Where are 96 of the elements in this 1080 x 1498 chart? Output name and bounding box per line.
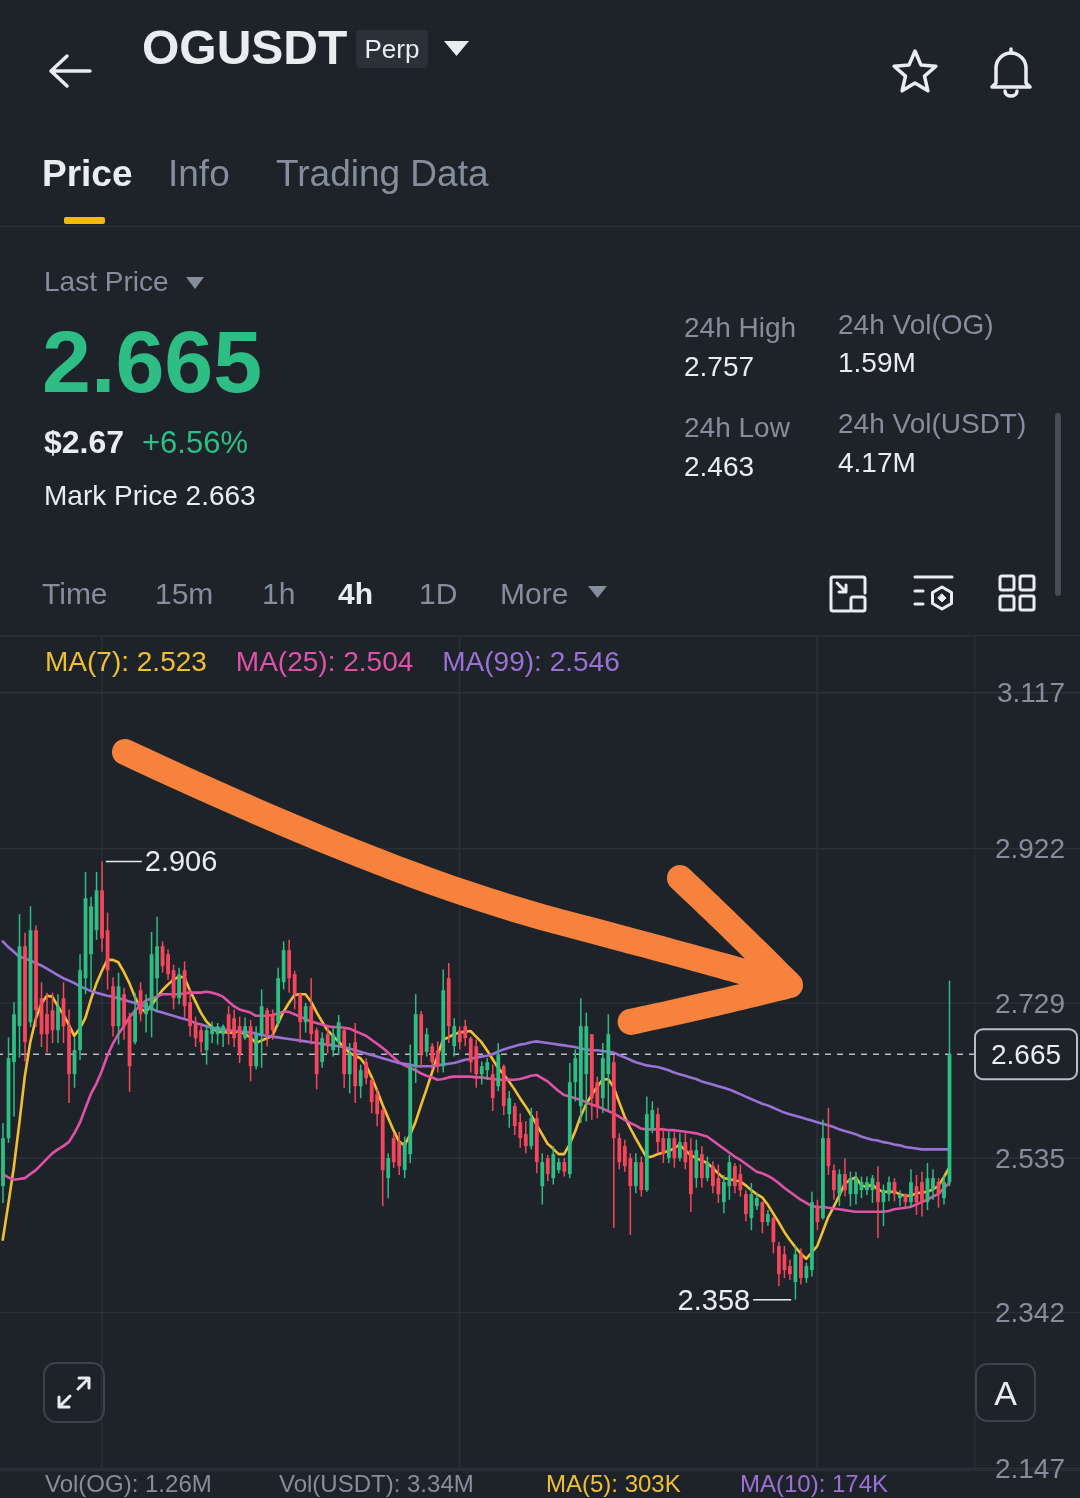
annotation: 2.906: [144, 844, 218, 877]
annotation: 2.358: [677, 1283, 751, 1316]
candlestick: [843, 1156, 847, 1197]
badge: Perp: [356, 30, 428, 68]
y-tick-label: 2.147: [994, 1452, 1065, 1484]
button: A: [975, 1363, 1036, 1422]
text: 4h: [338, 577, 374, 610]
candlestick: [666, 1130, 671, 1164]
candlestick: [188, 988, 192, 1037]
candlestick: [760, 1200, 765, 1234]
text: MA(99): 2.546: [442, 645, 620, 677]
candlestick: [887, 1175, 891, 1202]
candlestick: [45, 991, 49, 1053]
candlestick: [832, 1163, 836, 1200]
candlestick: [931, 1168, 935, 1200]
candlestick: [551, 1144, 556, 1185]
candlestick: [270, 1008, 275, 1041]
text: Vol(USDT): 3.34M: [279, 1470, 474, 1497]
candlestick: [292, 969, 297, 1010]
candlestick: [452, 1016, 457, 1057]
candlestick: [144, 992, 148, 1033]
text: 24h High: [684, 312, 797, 343]
candlestick: [320, 1031, 325, 1069]
text: 1h: [262, 577, 296, 610]
text: +6.56%: [142, 425, 249, 460]
candlestick: [909, 1168, 913, 1208]
text: Mark Price 2.663: [44, 480, 256, 511]
candlestick: [177, 966, 181, 1005]
text: 24h Vol(OG): [838, 309, 994, 340]
text: MA(5): 303K: [546, 1470, 681, 1497]
candlestick: [799, 1247, 803, 1285]
candlestick: [358, 1063, 363, 1099]
candlestick: [331, 1024, 336, 1057]
candlestick: [749, 1181, 754, 1231]
candlestick: [540, 1152, 545, 1205]
y-tick-label: 3.117: [997, 676, 1065, 708]
candlestick: [876, 1164, 880, 1239]
candlestick: [490, 1063, 495, 1112]
candlestick: [699, 1144, 704, 1188]
candlestick: [788, 1258, 792, 1280]
candlestick: [325, 1023, 330, 1054]
candlestick: [386, 1152, 391, 1199]
candlestick: [920, 1170, 924, 1217]
candlestick: [303, 1001, 308, 1033]
text: MA(10): 174K: [740, 1470, 889, 1497]
y-tick-label: 2.729: [994, 987, 1065, 1019]
y-tick-label: 2.922: [994, 832, 1065, 864]
candlestick: [265, 1006, 270, 1047]
candlestick: [865, 1175, 869, 1196]
candlestick: [336, 1013, 341, 1056]
chart-title: OGUSDT: [142, 21, 348, 74]
text: 15m: [155, 577, 214, 610]
y-tick-label: 2.342: [994, 1296, 1065, 1328]
candlestick: [672, 1130, 677, 1168]
candlestick: [743, 1188, 748, 1222]
text: 24h Vol(USDT): [838, 408, 1027, 439]
text: Info: [168, 153, 230, 194]
text: Trading Data: [276, 153, 489, 194]
candlestick: [854, 1170, 858, 1205]
text: 1D: [419, 577, 458, 610]
y-tick-label: 2.535: [994, 1142, 1065, 1174]
candlestick: [523, 1120, 528, 1154]
candlestick: [705, 1155, 710, 1182]
text: MA(25): 2.504: [235, 645, 414, 677]
text: More: [500, 577, 569, 610]
text: Time: [42, 577, 108, 610]
candlestick: [430, 1041, 435, 1070]
text: Vol(OG): 1.26M: [45, 1470, 212, 1497]
candlestick: [56, 992, 60, 1044]
candlestick: [545, 1153, 550, 1182]
text: 2.665: [42, 312, 263, 411]
candlestick: [507, 1089, 512, 1129]
candlestick: [424, 1026, 429, 1057]
candlestick: [898, 1188, 902, 1207]
candlestick: [562, 1156, 567, 1177]
candlestick: [243, 1016, 248, 1041]
text: Last Price: [44, 266, 169, 297]
text: 24h Low: [684, 412, 790, 443]
candlestick: [347, 1041, 352, 1094]
candlestick: [942, 1173, 946, 1205]
text: 1.59M: [838, 347, 916, 378]
candlestick: [573, 1048, 578, 1102]
candlestick: [677, 1132, 682, 1162]
text: 4.17M: [838, 447, 916, 478]
candlestick: [364, 1056, 369, 1085]
text: Price: [42, 153, 133, 194]
text: 2.665: [990, 1038, 1062, 1070]
candlestick: [435, 1040, 440, 1073]
text: MA(7): 2.523: [45, 645, 207, 677]
text: 2.757: [684, 351, 755, 382]
candlestick: [633, 1152, 638, 1194]
candlestick: [617, 1132, 622, 1170]
text: 2.463: [684, 451, 755, 482]
candlestick: [166, 948, 170, 981]
text: $2.67: [44, 424, 125, 460]
candlestick: [683, 1132, 688, 1170]
